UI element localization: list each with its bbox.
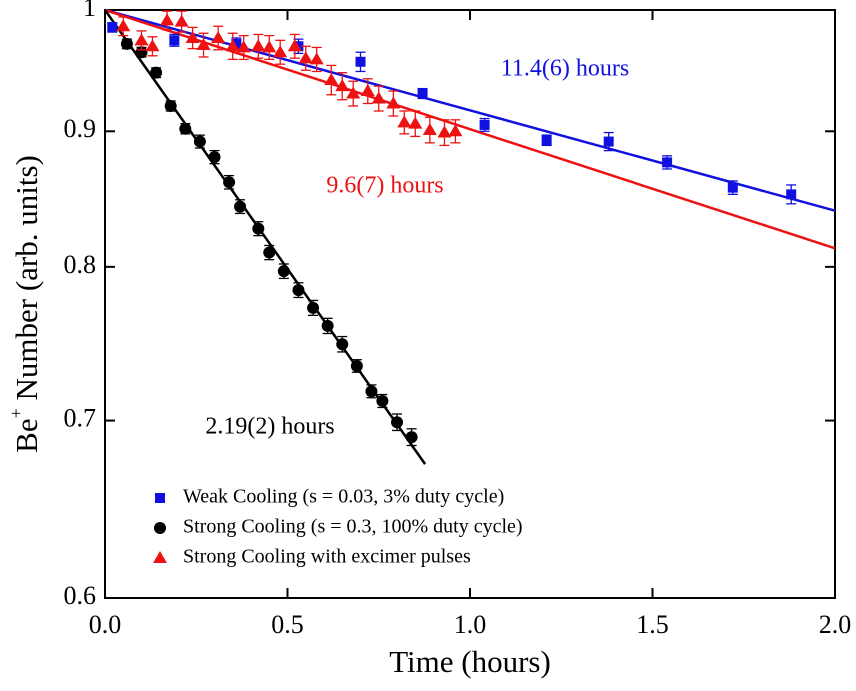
- point: [727, 182, 738, 193]
- point: [145, 39, 160, 52]
- point: [251, 39, 266, 52]
- point: [107, 22, 118, 33]
- point: [479, 119, 490, 130]
- y-axis-title-sup: +: [6, 408, 26, 418]
- point: [360, 84, 375, 97]
- point: [287, 39, 302, 52]
- x-tick-label: 2.0: [819, 610, 852, 639]
- point: [408, 116, 423, 129]
- point: [236, 40, 251, 53]
- point: [786, 189, 797, 200]
- point: [234, 200, 247, 213]
- point: [262, 40, 277, 53]
- annotation: 2.19(2) hours: [205, 414, 334, 440]
- point: [391, 416, 403, 429]
- point: [541, 135, 552, 146]
- point: [223, 176, 236, 189]
- fit-line: [104, 8, 836, 250]
- point: [335, 79, 350, 92]
- annotation: 9.6(7) hours: [326, 173, 443, 199]
- y-tick-label: 1: [83, 0, 96, 22]
- y-axis-title-base: Be: [9, 418, 44, 452]
- y-tick-label: 0.6: [64, 581, 97, 610]
- point: [169, 35, 180, 46]
- point: [116, 19, 131, 32]
- point: [309, 52, 324, 65]
- plot-frame: [104, 9, 836, 599]
- point: [208, 151, 221, 164]
- point: [225, 39, 240, 52]
- x-tick-label: 0.5: [271, 610, 304, 639]
- point: [164, 99, 177, 112]
- legend-marker: [154, 522, 166, 534]
- point: [211, 30, 226, 43]
- point: [120, 37, 133, 50]
- point: [179, 122, 192, 135]
- point: [298, 51, 313, 64]
- point: [134, 33, 149, 46]
- point: [160, 13, 175, 26]
- y-tick-label: 0.9: [64, 114, 97, 143]
- point: [150, 66, 163, 79]
- legend-label: Weak Cooling (s = 0.03, 3% duty cycle): [183, 486, 504, 508]
- point: [350, 359, 363, 372]
- point: [355, 56, 366, 67]
- legend-marker: [153, 551, 167, 563]
- legend-label: Strong Cooling (s = 0.3, 100% duty cycle…: [183, 516, 523, 538]
- point: [321, 319, 334, 332]
- point: [662, 157, 673, 168]
- point: [193, 135, 206, 148]
- point: [603, 136, 614, 147]
- point: [386, 96, 401, 109]
- x-tick-label: 1.0: [454, 610, 487, 639]
- point: [185, 30, 200, 43]
- point: [371, 91, 386, 104]
- x-tick-label: 1.5: [636, 610, 669, 639]
- point: [263, 246, 276, 259]
- point: [277, 265, 290, 278]
- point: [292, 284, 305, 297]
- point: [231, 38, 242, 49]
- point: [336, 338, 349, 351]
- x-tick-label: 0.0: [89, 610, 122, 639]
- point: [437, 125, 452, 138]
- point: [405, 431, 418, 444]
- point: [252, 222, 265, 235]
- point: [346, 86, 361, 99]
- annotation: 11.4(6) hours: [501, 56, 629, 82]
- point: [174, 14, 189, 27]
- point: [324, 72, 339, 85]
- y-tick-label: 0.7: [64, 404, 97, 433]
- y-tick-label: 0.8: [64, 250, 97, 279]
- legend-marker: [155, 493, 165, 503]
- legend-label: Strong Cooling with excimer pulses: [183, 546, 471, 568]
- y-axis-title-rest: Number (arb. units): [9, 155, 44, 408]
- x-axis-title: Time (hours): [389, 644, 551, 679]
- point: [307, 301, 320, 314]
- fit-line: [104, 8, 836, 212]
- point: [417, 88, 428, 99]
- point: [273, 45, 288, 58]
- point: [196, 38, 211, 51]
- point: [365, 385, 378, 398]
- point: [376, 394, 389, 407]
- point: [448, 124, 463, 137]
- y-axis-title: Be+ Number (arb. units): [6, 155, 44, 453]
- point: [397, 115, 412, 128]
- point: [422, 122, 437, 135]
